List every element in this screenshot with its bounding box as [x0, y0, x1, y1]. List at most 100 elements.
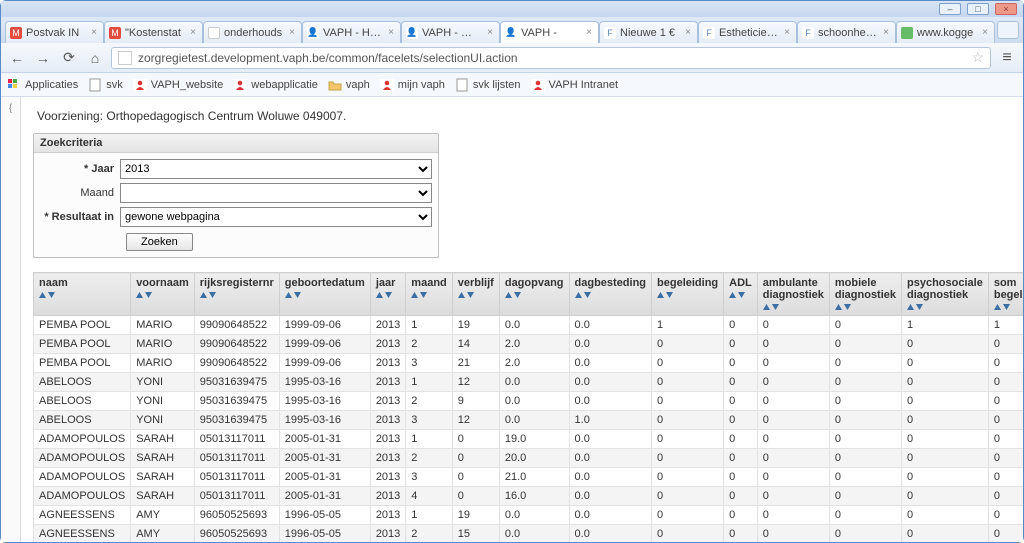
column-header[interactable]: dagbesteding: [569, 273, 652, 316]
nav-back-button[interactable]: ←: [7, 48, 27, 68]
tab-close-icon[interactable]: ×: [485, 28, 495, 38]
browser-tab[interactable]: 👤VAPH - Wijz×: [401, 21, 500, 43]
table-cell: 0: [724, 335, 758, 354]
table-cell: 0.0: [569, 373, 652, 392]
tab-close-icon[interactable]: ×: [980, 28, 990, 38]
browser-tab[interactable]: onderhouds×: [203, 21, 302, 43]
bookmark-item[interactable]: vaph: [328, 78, 370, 92]
column-header[interactable]: voornaam: [131, 273, 195, 316]
nav-forward-button[interactable]: →: [33, 48, 53, 68]
window-minimize-button[interactable]: –: [939, 3, 961, 15]
window-close-button[interactable]: ×: [995, 3, 1017, 15]
sort-icon[interactable]: [411, 291, 446, 299]
sort-icon[interactable]: [835, 303, 896, 311]
table-cell: 2: [406, 335, 452, 354]
sort-icon[interactable]: [657, 291, 718, 299]
bookmark-star-icon[interactable]: ☆: [971, 49, 984, 66]
tab-close-icon[interactable]: ×: [188, 28, 198, 38]
browser-tab[interactable]: FNieuwe 1 €×: [599, 21, 698, 43]
criteria-select[interactable]: gewone webpagina: [120, 207, 432, 227]
sort-icon[interactable]: [505, 291, 564, 299]
criteria-select[interactable]: 2013: [120, 159, 432, 179]
bookmark-item[interactable]: svk: [88, 78, 123, 92]
browser-tab[interactable]: M"Kostenstat×: [104, 21, 203, 43]
browser-tab[interactable]: 👤VAPH - Han×: [302, 21, 401, 43]
nav-home-button[interactable]: ⌂: [85, 48, 105, 68]
column-header[interactable]: som begeleidingen: [988, 273, 1023, 316]
sort-icon[interactable]: [200, 291, 274, 299]
table-cell: 0.0: [569, 449, 652, 468]
table-cell: 0: [452, 468, 499, 487]
browser-tab[interactable]: MPostvak IN×: [5, 21, 104, 43]
bookmark-item[interactable]: webapplicatie: [233, 78, 318, 92]
table-cell: 2013: [370, 506, 405, 525]
column-header[interactable]: psychosociale diagnostiek: [902, 273, 989, 316]
column-header[interactable]: maand: [406, 273, 452, 316]
tab-close-icon[interactable]: ×: [89, 28, 99, 38]
browser-tab[interactable]: 👤VAPH -×: [500, 21, 599, 43]
table-cell: 05013117011: [194, 449, 279, 468]
window-maximize-button[interactable]: □: [967, 3, 989, 15]
criteria-row: Maand: [40, 183, 432, 203]
table-cell: ABELOOS: [34, 373, 131, 392]
url-input[interactable]: [138, 51, 965, 65]
sort-icon[interactable]: [763, 303, 824, 311]
table-cell: 0: [988, 506, 1023, 525]
bookmark-item[interactable]: Applicaties: [7, 78, 78, 92]
column-header[interactable]: geboortedatum: [279, 273, 370, 316]
table-cell: 1999-09-06: [279, 335, 370, 354]
criteria-select[interactable]: [120, 183, 432, 203]
bookmark-item[interactable]: VAPH_website: [133, 78, 224, 92]
tab-title: VAPH - Wijz: [422, 27, 481, 39]
table-cell: 0: [902, 373, 989, 392]
column-header[interactable]: ADL: [724, 273, 758, 316]
sort-icon[interactable]: [729, 291, 752, 299]
sort-icon[interactable]: [458, 291, 494, 299]
column-header[interactable]: begeleiding: [652, 273, 724, 316]
tab-close-icon[interactable]: ×: [386, 28, 396, 38]
bookmark-item[interactable]: svk lijsten: [455, 78, 521, 92]
browser-tab[interactable]: FEstheticienne×: [698, 21, 797, 43]
tab-title: www.kogge: [917, 27, 976, 39]
search-button[interactable]: Zoeken: [126, 233, 193, 251]
table-cell: 2013: [370, 335, 405, 354]
bookmark-item[interactable]: mijn vaph: [380, 78, 445, 92]
chrome-menu-button[interactable]: ≡: [997, 49, 1017, 67]
sort-icon[interactable]: [285, 291, 365, 299]
bookmark-item[interactable]: VAPH Intranet: [531, 78, 619, 92]
sort-icon[interactable]: [376, 291, 400, 299]
column-header[interactable]: jaar: [370, 273, 405, 316]
sort-icon[interactable]: [575, 291, 647, 299]
table-cell: 0: [757, 468, 829, 487]
criteria-label: * Jaar: [40, 163, 120, 175]
nav-reload-button[interactable]: ⟳: [59, 48, 79, 68]
table-cell: 2: [406, 392, 452, 411]
column-header-label: dagopvang: [505, 277, 564, 289]
browser-tab[interactable]: www.kogge ×: [896, 21, 995, 43]
column-header[interactable]: dagopvang: [499, 273, 569, 316]
browser-tab[interactable]: Fschoonheids×: [797, 21, 896, 43]
column-header[interactable]: ambulante diagnostiek: [757, 273, 829, 316]
sort-icon[interactable]: [136, 291, 189, 299]
column-header[interactable]: rijksregisternr: [194, 273, 279, 316]
table-cell: 0: [988, 411, 1023, 430]
url-box[interactable]: ☆: [111, 47, 991, 69]
table-cell: 0.0: [569, 525, 652, 543]
sort-icon[interactable]: [39, 291, 125, 299]
table-cell: 0.0: [569, 487, 652, 506]
search-criteria-panel: Zoekcriteria * Jaar2013Maand* Resultaat …: [33, 133, 439, 258]
column-header[interactable]: verblijf: [452, 273, 499, 316]
new-tab-button[interactable]: [997, 21, 1019, 39]
sort-icon[interactable]: [907, 303, 983, 311]
tab-close-icon[interactable]: ×: [881, 28, 891, 38]
sort-icon[interactable]: [994, 303, 1023, 311]
table-cell: 0: [652, 392, 724, 411]
tab-close-icon[interactable]: ×: [287, 28, 297, 38]
tab-close-icon[interactable]: ×: [683, 28, 693, 38]
tab-close-icon[interactable]: ×: [584, 28, 594, 38]
table-cell: 0: [724, 411, 758, 430]
tab-close-icon[interactable]: ×: [782, 28, 792, 38]
column-header[interactable]: naam: [34, 273, 131, 316]
column-header[interactable]: mobiele diagnostiek: [829, 273, 901, 316]
table-cell: AGNEESSENS: [34, 506, 131, 525]
